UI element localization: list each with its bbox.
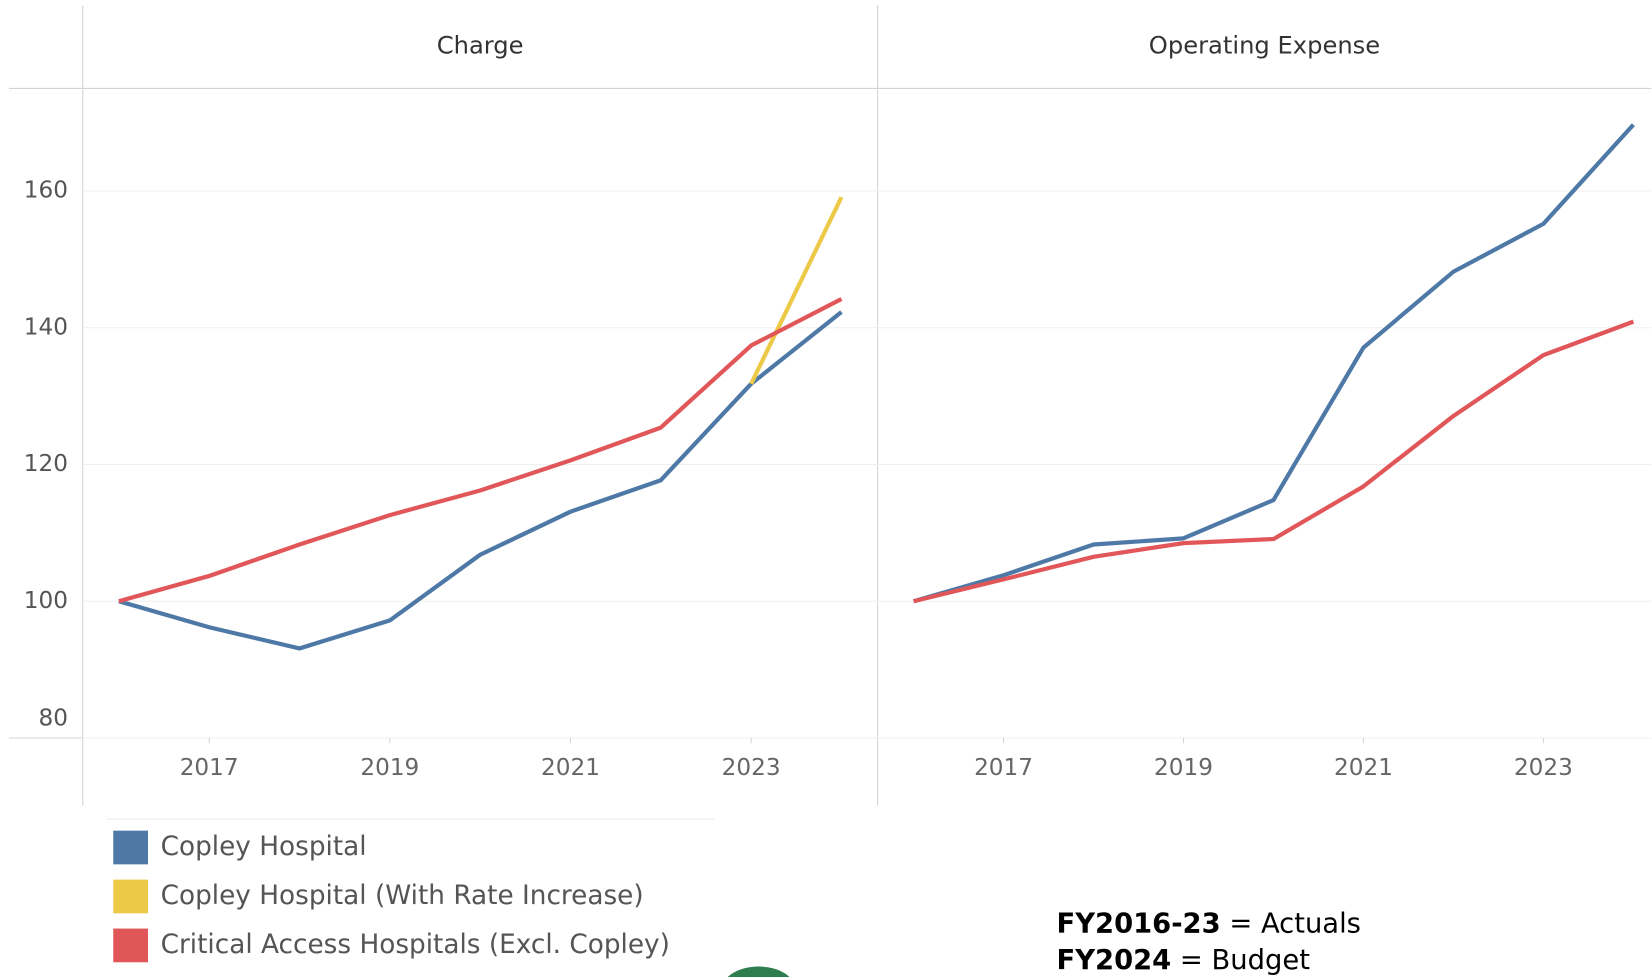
legend-swatch	[113, 928, 148, 963]
x-tick-label: 2017	[974, 755, 1033, 781]
note: FY2024 = Budget	[1057, 945, 1311, 976]
y-tick-label: 80	[39, 706, 68, 732]
x-tick-label: 2023	[722, 755, 781, 781]
panel-title: Operating Expense	[1149, 31, 1380, 59]
note-text: = Actuals	[1221, 908, 1361, 939]
note: FY2016-23 = Actuals	[1057, 908, 1361, 939]
series-line	[913, 319, 1635, 604]
x-tick-label: 2017	[180, 755, 239, 781]
x-tick-label: 2019	[360, 755, 419, 781]
legend-swatch	[113, 879, 148, 914]
legend-swatch	[113, 830, 148, 865]
x-tick-label: 2019	[1154, 755, 1213, 781]
legend-label: Critical Access Hospitals (Excl. Copley)	[161, 930, 670, 960]
y-tick-label: 160	[24, 178, 68, 204]
x-tick-label: 2021	[541, 755, 600, 781]
series-line	[749, 196, 844, 385]
note-term: FY2024	[1057, 945, 1172, 976]
x-tick-label: 2021	[1334, 755, 1393, 781]
y-tick-label: 100	[24, 588, 68, 614]
note-term: FY2016-23	[1057, 908, 1221, 939]
series-line	[118, 297, 843, 604]
note-text: = Budget	[1171, 945, 1310, 976]
panel-title: Charge	[437, 31, 524, 59]
y-tick-label: 120	[24, 451, 68, 477]
legend-label: Copley Hospital (With Rate Increase)	[161, 881, 644, 911]
legend-label: Copley Hospital	[161, 832, 367, 862]
series-line	[912, 123, 1635, 604]
series-line	[118, 310, 843, 651]
logo-fragment	[727, 966, 790, 977]
y-tick-label: 140	[24, 314, 68, 340]
x-tick-label: 2023	[1514, 755, 1573, 781]
